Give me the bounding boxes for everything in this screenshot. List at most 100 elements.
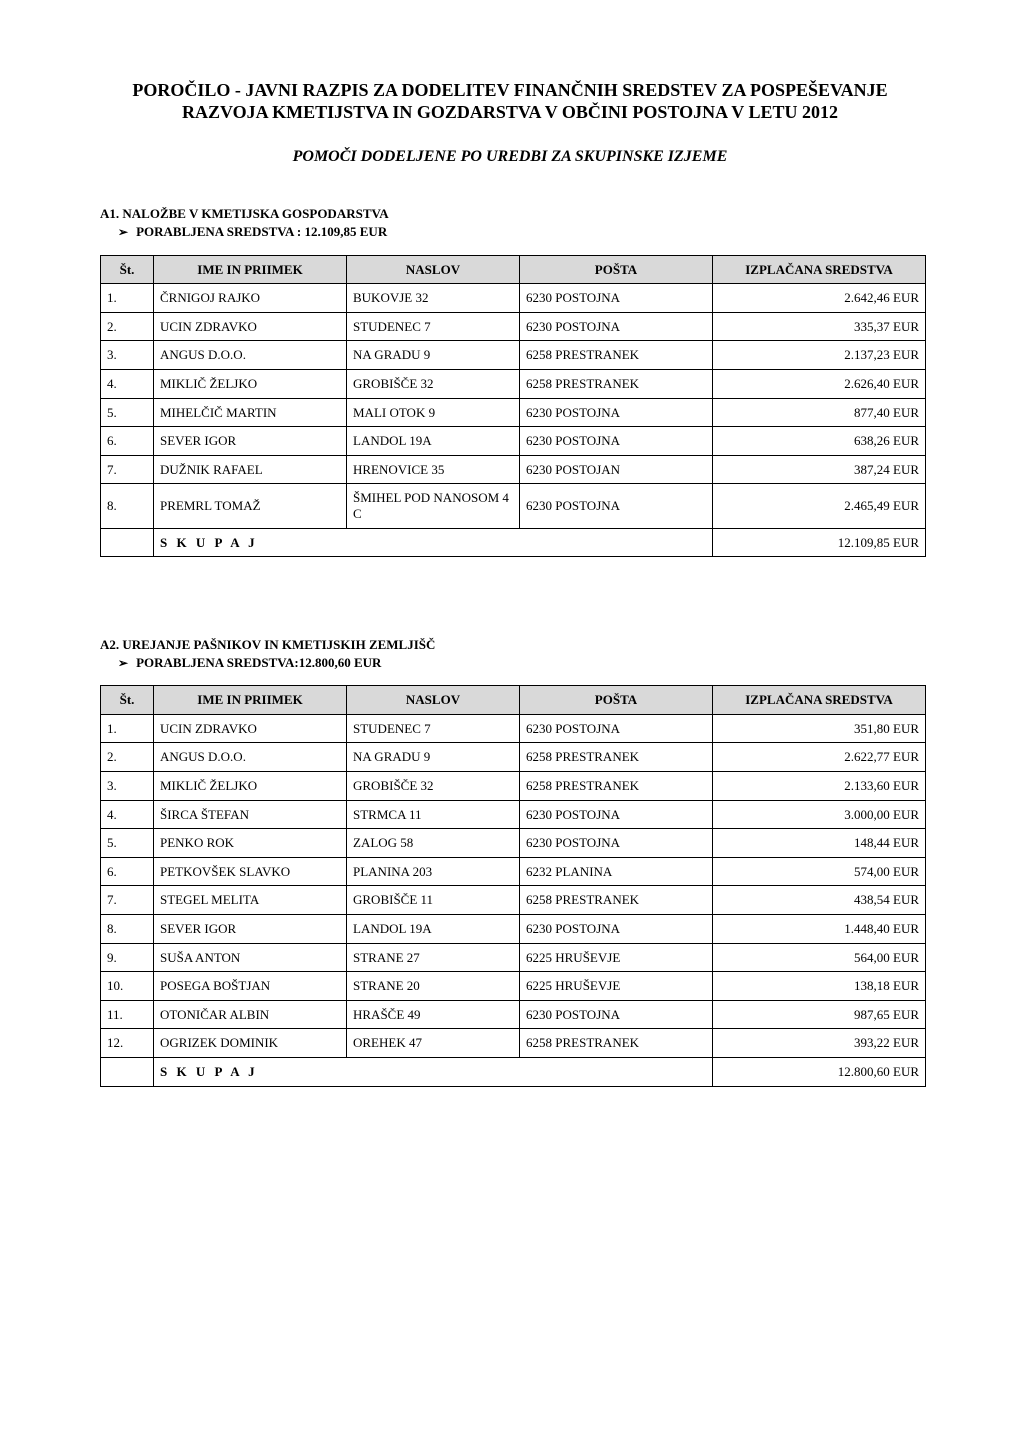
- cell-number: 10.: [101, 972, 154, 1001]
- cell-number: 12.: [101, 1029, 154, 1058]
- table-row: 8.PREMRL TOMAŽŠMIHEL POD NANOSOM 4 C6230…: [101, 484, 926, 528]
- cell-number: 6.: [101, 427, 154, 456]
- cell-post: 6230 POSTOJNA: [520, 427, 713, 456]
- cell-amount: 438,54 EUR: [713, 886, 926, 915]
- table-row: 2.ANGUS D.O.O.NA GRADU 96258 PRESTRANEK2…: [101, 743, 926, 772]
- cell-number: 7.: [101, 886, 154, 915]
- cell-address: GROBIŠČE 11: [347, 886, 520, 915]
- cell-amount: 2.137,23 EUR: [713, 341, 926, 370]
- cell-post: 6230 POSTOJNA: [520, 800, 713, 829]
- table-row: 3.ANGUS D.O.O.NA GRADU 96258 PRESTRANEK2…: [101, 341, 926, 370]
- cell-post: 6230 POSTOJNA: [520, 312, 713, 341]
- cell-amount: 987,65 EUR: [713, 1000, 926, 1029]
- table-row: 9.SUŠA ANTONSTRANE 276225 HRUŠEVJE564,00…: [101, 943, 926, 972]
- cell-address: GROBIŠČE 32: [347, 369, 520, 398]
- cell-number: 5.: [101, 829, 154, 858]
- cell-post: 6230 POSTOJNA: [520, 829, 713, 858]
- section-a2-heading: A2. UREJANJE PAŠNIKOV IN KMETIJSKIH ZEML…: [100, 637, 920, 653]
- cell-address: STRMCA 11: [347, 800, 520, 829]
- cell-amount: 564,00 EUR: [713, 943, 926, 972]
- cell-number: 3.: [101, 341, 154, 370]
- cell-post: 6230 POSTOJNA: [520, 915, 713, 944]
- table-row: 5.MIHELČIČ MARTINMALI OTOK 96230 POSTOJN…: [101, 398, 926, 427]
- col-header-name: IME IN PRIIMEK: [154, 255, 347, 284]
- cell-number: 4.: [101, 800, 154, 829]
- col-header-name: IME IN PRIIMEK: [154, 686, 347, 715]
- cell-name: STEGEL MELITA: [154, 886, 347, 915]
- cell-address: LANDOL 19A: [347, 427, 520, 456]
- cell-number: 9.: [101, 943, 154, 972]
- cell-post: 6230 POSTOJNA: [520, 398, 713, 427]
- col-header-addr: NASLOV: [347, 255, 520, 284]
- table-row: 12.OGRIZEK DOMINIKOREHEK 476258 PRESTRAN…: [101, 1029, 926, 1058]
- cell-post: 6258 PRESTRANEK: [520, 341, 713, 370]
- cell-name: SEVER IGOR: [154, 915, 347, 944]
- cell-address: PLANINA 203: [347, 857, 520, 886]
- table-row: 6.PETKOVŠEK SLAVKOPLANINA 2036232 PLANIN…: [101, 857, 926, 886]
- cell-name: OGRIZEK DOMINIK: [154, 1029, 347, 1058]
- cell-address: NA GRADU 9: [347, 341, 520, 370]
- total-label: S K U P A J: [154, 1058, 713, 1087]
- cell-amount: 2.642,46 EUR: [713, 284, 926, 313]
- cell-post: 6230 POSTOJNA: [520, 714, 713, 743]
- total-amount: 12.109,85 EUR: [713, 528, 926, 557]
- cell-post: 6258 PRESTRANEK: [520, 1029, 713, 1058]
- cell-post: 6258 PRESTRANEK: [520, 886, 713, 915]
- col-header-st: Št.: [101, 255, 154, 284]
- table-a2: Št. IME IN PRIIMEK NASLOV POŠTA IZPLAČAN…: [100, 685, 926, 1086]
- document-title: POROČILO - JAVNI RAZPIS ZA DODELITEV FIN…: [100, 80, 920, 123]
- cell-number: 7.: [101, 455, 154, 484]
- document-subtitle: POMOČI DODELJENE PO UREDBI ZA SKUPINSKE …: [100, 147, 920, 166]
- cell-name: DUŽNIK RAFAEL: [154, 455, 347, 484]
- cell-number: 6.: [101, 857, 154, 886]
- cell-number: 2.: [101, 743, 154, 772]
- cell-number: 1.: [101, 714, 154, 743]
- section-a2: A2. UREJANJE PAŠNIKOV IN KMETIJSKIH ZEML…: [100, 637, 920, 1087]
- cell-name: ANGUS D.O.O.: [154, 743, 347, 772]
- cell-name: OTONIČAR ALBIN: [154, 1000, 347, 1029]
- cell-amount: 351,80 EUR: [713, 714, 926, 743]
- section-a1: A1. NALOŽBE V KMETIJSKA GOSPODARSTVA POR…: [100, 206, 920, 557]
- cell-number: 8.: [101, 915, 154, 944]
- table-row: 1.UCIN ZDRAVKOSTUDENEC 76230 POSTOJNA351…: [101, 714, 926, 743]
- cell-amount: 138,18 EUR: [713, 972, 926, 1001]
- cell-address: STUDENEC 7: [347, 714, 520, 743]
- table-row: 3.MIKLIČ ŽELJKOGROBIŠČE 326258 PRESTRANE…: [101, 772, 926, 801]
- cell-post: 6258 PRESTRANEK: [520, 743, 713, 772]
- cell-name: MIHELČIČ MARTIN: [154, 398, 347, 427]
- cell-post: 6258 PRESTRANEK: [520, 369, 713, 398]
- cell-address: ZALOG 58: [347, 829, 520, 858]
- cell-post: 6225 HRUŠEVJE: [520, 972, 713, 1001]
- total-amount: 12.800,60 EUR: [713, 1058, 926, 1087]
- col-header-addr: NASLOV: [347, 686, 520, 715]
- cell-address: GROBIŠČE 32: [347, 772, 520, 801]
- table-row: 1.ČRNIGOJ RAJKOBUKOVJE 326230 POSTOJNA2.…: [101, 284, 926, 313]
- col-header-post: POŠTA: [520, 686, 713, 715]
- table-row: 4.ŠIRCA ŠTEFANSTRMCA 116230 POSTOJNA3.00…: [101, 800, 926, 829]
- cell-post: 6230 POSTOJNA: [520, 284, 713, 313]
- col-header-amount: IZPLAČANA SREDSTVA: [713, 255, 926, 284]
- cell-name: PENKO ROK: [154, 829, 347, 858]
- table-row: 4.MIKLIČ ŽELJKOGROBIŠČE 326258 PRESTRANE…: [101, 369, 926, 398]
- table-total-row: S K U P A J 12.800,60 EUR: [101, 1058, 926, 1087]
- cell-name: SEVER IGOR: [154, 427, 347, 456]
- cell-address: LANDOL 19A: [347, 915, 520, 944]
- cell-post: 6258 PRESTRANEK: [520, 772, 713, 801]
- cell-amount: 1.448,40 EUR: [713, 915, 926, 944]
- cell-name: PETKOVŠEK SLAVKO: [154, 857, 347, 886]
- cell-amount: 574,00 EUR: [713, 857, 926, 886]
- cell-amount: 2.133,60 EUR: [713, 772, 926, 801]
- table-row: 7.DUŽNIK RAFAELHRENOVICE 356230 POSTOJAN…: [101, 455, 926, 484]
- cell-number: 11.: [101, 1000, 154, 1029]
- table-a1: Št. IME IN PRIIMEK NASLOV POŠTA IZPLAČAN…: [100, 255, 926, 558]
- section-a1-sub: PORABLJENA SREDSTVA : 12.109,85 EUR: [118, 224, 920, 240]
- cell-address: BUKOVJE 32: [347, 284, 520, 313]
- cell-post: 6225 HRUŠEVJE: [520, 943, 713, 972]
- cell-address: NA GRADU 9: [347, 743, 520, 772]
- table-row: 10.POSEGA BOŠTJANSTRANE 206225 HRUŠEVJE1…: [101, 972, 926, 1001]
- cell-address: STRANE 20: [347, 972, 520, 1001]
- section-a2-sub: PORABLJENA SREDSTVA:12.800,60 EUR: [118, 655, 920, 671]
- cell-post: 6230 POSTOJAN: [520, 455, 713, 484]
- table-row: 11.OTONIČAR ALBINHRAŠČE 496230 POSTOJNA9…: [101, 1000, 926, 1029]
- table-row: 5.PENKO ROKZALOG 586230 POSTOJNA148,44 E…: [101, 829, 926, 858]
